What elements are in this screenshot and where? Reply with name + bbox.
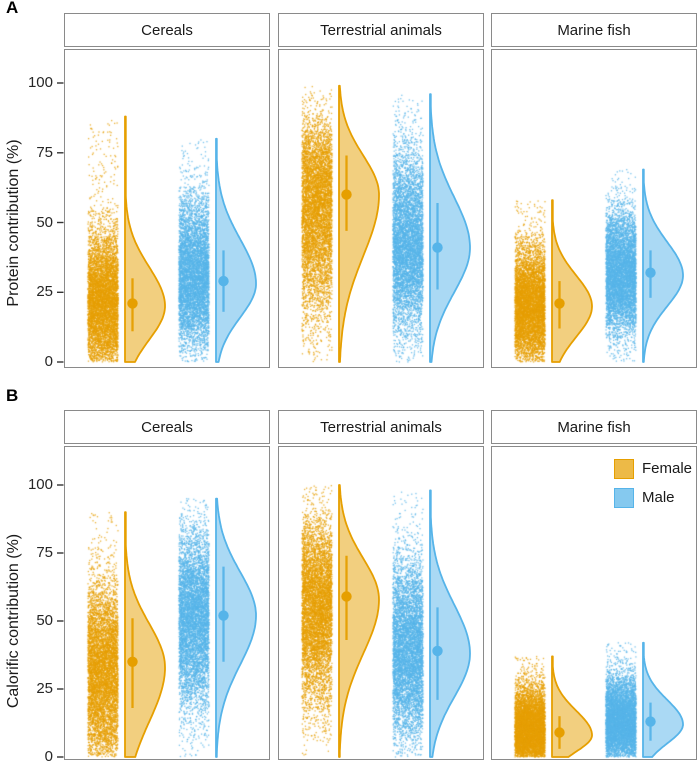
panel-b-marine-box — [491, 446, 697, 760]
y-tick-label: 75 — [36, 143, 53, 161]
y-tick-label: 25 — [36, 283, 53, 301]
y-tick-label: 0 — [44, 748, 53, 765]
panel-a-marine-box — [491, 49, 697, 368]
facet-title: Marine fish — [557, 21, 631, 39]
panel-b-terrestrial-box — [278, 446, 484, 760]
y-tick-label: 75 — [36, 544, 53, 561]
y-tick-label: 100 — [27, 74, 53, 91]
facet-title: Cereals — [141, 418, 193, 436]
y-tick-label: 50 — [36, 612, 53, 629]
facet-title: Terrestrial animals — [320, 418, 442, 436]
y-tick-label: 50 — [36, 213, 53, 231]
legend-label-male: Male — [642, 489, 675, 506]
facet-strip-b-cereals: Cereals — [64, 410, 270, 444]
y-tick-label: 25 — [36, 680, 53, 697]
panel-a-terrestrial-box — [278, 49, 484, 368]
legend-swatch-male — [614, 488, 634, 508]
legend-label-female: Female — [642, 460, 693, 477]
panel-b-label: B — [6, 386, 19, 405]
panel-a-cereals-box — [64, 49, 270, 368]
facet-strip-a-terrestrial: Terrestrial animals — [278, 13, 484, 47]
facet-strip-b-marine: Marine fish — [491, 410, 697, 444]
facet-strip-b-terrestrial: Terrestrial animals — [278, 410, 484, 444]
legend-swatch-female — [614, 459, 634, 479]
facet-title: Cereals — [141, 21, 193, 39]
facet-title: Marine fish — [557, 418, 631, 436]
facet-title: Terrestrial animals — [320, 21, 442, 39]
y-tick-label: 100 — [27, 476, 53, 493]
panel-a-label: A — [6, 0, 19, 17]
y-tick-label: 0 — [44, 353, 53, 370]
facet-strip-a-marine: Marine fish — [491, 13, 697, 47]
panel-b-cereals-box — [64, 446, 270, 760]
facet-strip-a-cereals: Cereals — [64, 13, 270, 47]
